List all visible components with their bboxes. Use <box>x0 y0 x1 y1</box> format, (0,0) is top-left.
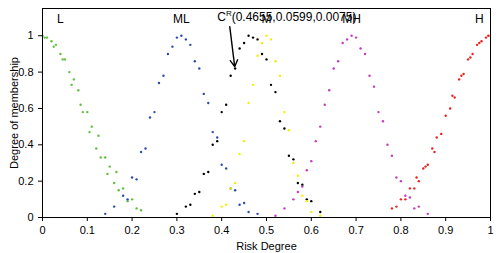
svg-text:0.9: 0.9 <box>438 224 453 236</box>
svg-text:0.4: 0.4 <box>214 224 229 236</box>
svg-text:0.5: 0.5 <box>259 224 274 236</box>
svg-text:0.8: 0.8 <box>393 224 408 236</box>
svg-text:0.6: 0.6 <box>18 102 33 114</box>
svg-text:L: L <box>57 12 64 26</box>
svg-text:0.2: 0.2 <box>18 175 33 187</box>
svg-text:0.8: 0.8 <box>18 66 33 78</box>
svg-text:0.2: 0.2 <box>124 224 139 236</box>
svg-text:1: 1 <box>27 29 33 41</box>
svg-text:0.7: 0.7 <box>348 224 363 236</box>
svg-text:ML: ML <box>173 12 190 26</box>
svg-text:Risk Degree: Risk Degree <box>236 240 297 252</box>
svg-text:0.4: 0.4 <box>18 138 33 150</box>
svg-text:1: 1 <box>487 224 493 236</box>
svg-text:H: H <box>475 12 484 26</box>
svg-text:Degree of membership: Degree of membership <box>8 57 20 169</box>
svg-text:0.1: 0.1 <box>80 224 95 236</box>
svg-text:0: 0 <box>39 224 45 236</box>
svg-text:0: 0 <box>27 211 33 223</box>
svg-text:0.6: 0.6 <box>304 224 319 236</box>
svg-text:CR(0.4655,0.0599,0.0075): CR(0.4655,0.0599,0.0075) <box>217 9 356 24</box>
svg-text:0.3: 0.3 <box>169 224 184 236</box>
